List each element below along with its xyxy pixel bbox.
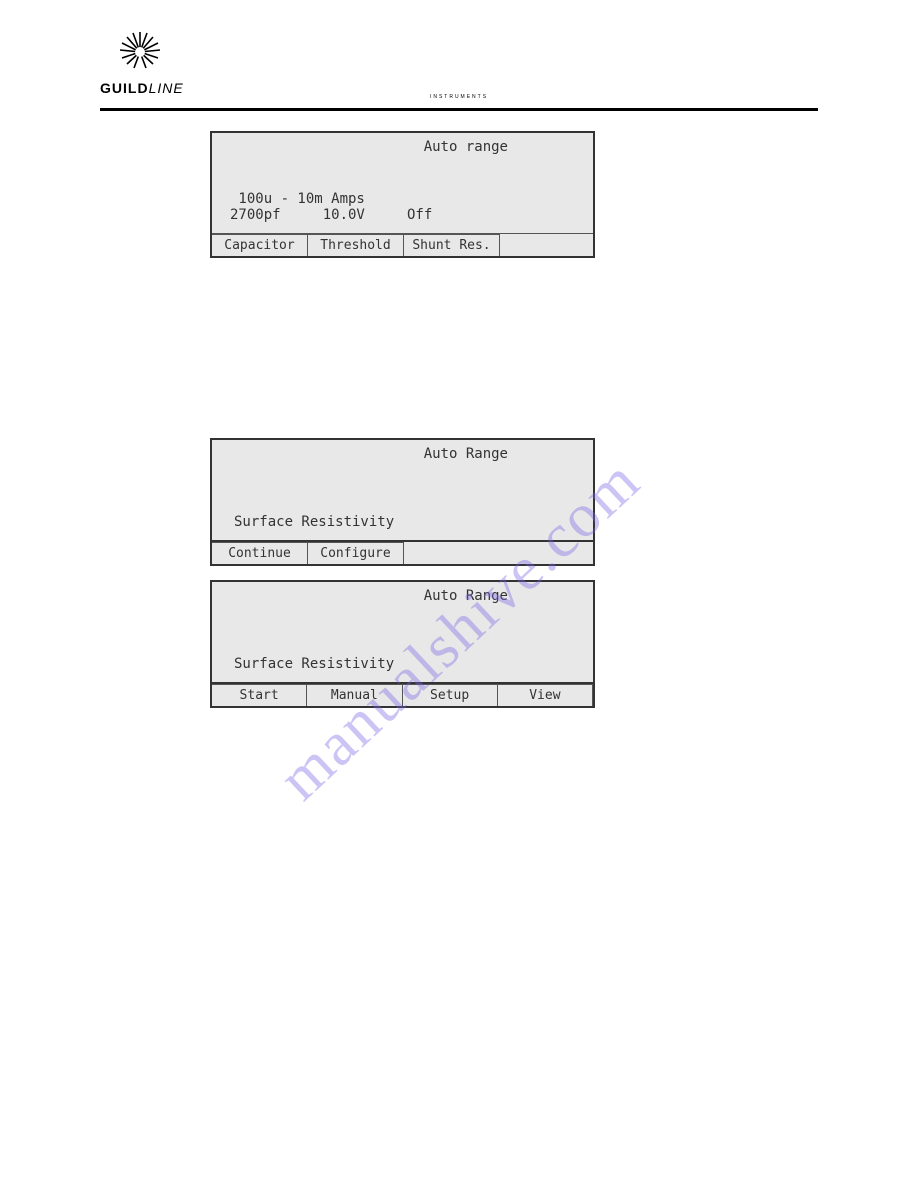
panel-auto-range-2: Auto Range Surface Resistivity Continue …: [210, 438, 595, 566]
start-button[interactable]: Start: [212, 684, 307, 706]
brand-main: GUILD: [100, 80, 149, 96]
continue-button[interactable]: Continue: [212, 542, 308, 564]
view-button[interactable]: View: [498, 684, 593, 706]
setup-button[interactable]: Setup: [403, 684, 498, 706]
threshold-button[interactable]: Threshold: [308, 234, 404, 256]
mode-label: Surface Resistivity: [224, 448, 581, 530]
brand-logo: GUILDLINE INSTRUMENTS: [100, 30, 818, 100]
range-line: 100u - 10m Amps: [230, 191, 365, 207]
mode-label: Surface Resistivity: [224, 590, 581, 672]
header-divider: [100, 108, 818, 111]
panel-title: Auto Range: [424, 588, 508, 604]
sunburst-icon: [100, 30, 180, 80]
shunt-res-button[interactable]: Shunt Res.: [404, 234, 500, 256]
panel-auto-range-1: Auto range 100u - 10m Amps 2700pf 10.0V …: [210, 131, 595, 258]
button-row: Capacitor Threshold Shunt Res.: [212, 233, 593, 256]
button-row: Continue Configure: [212, 540, 593, 564]
panel-title: Auto Range: [424, 446, 508, 462]
manual-button[interactable]: Manual: [307, 684, 402, 706]
panel-title: Auto range: [424, 139, 508, 155]
brand-italic: LINE: [149, 80, 184, 96]
settings-line: 2700pf 10.0V Off: [230, 207, 432, 223]
button-row: Start Manual Setup View: [212, 682, 593, 706]
configure-button[interactable]: Configure: [308, 542, 404, 564]
panel-auto-range-3: Auto Range Surface Resistivity Start Man…: [210, 580, 595, 708]
capacitor-button[interactable]: Capacitor: [212, 234, 308, 256]
brand-sub: INSTRUMENTS: [100, 94, 818, 100]
panel-info: 100u - 10m Amps 2700pf 10.0V Off: [224, 141, 581, 223]
